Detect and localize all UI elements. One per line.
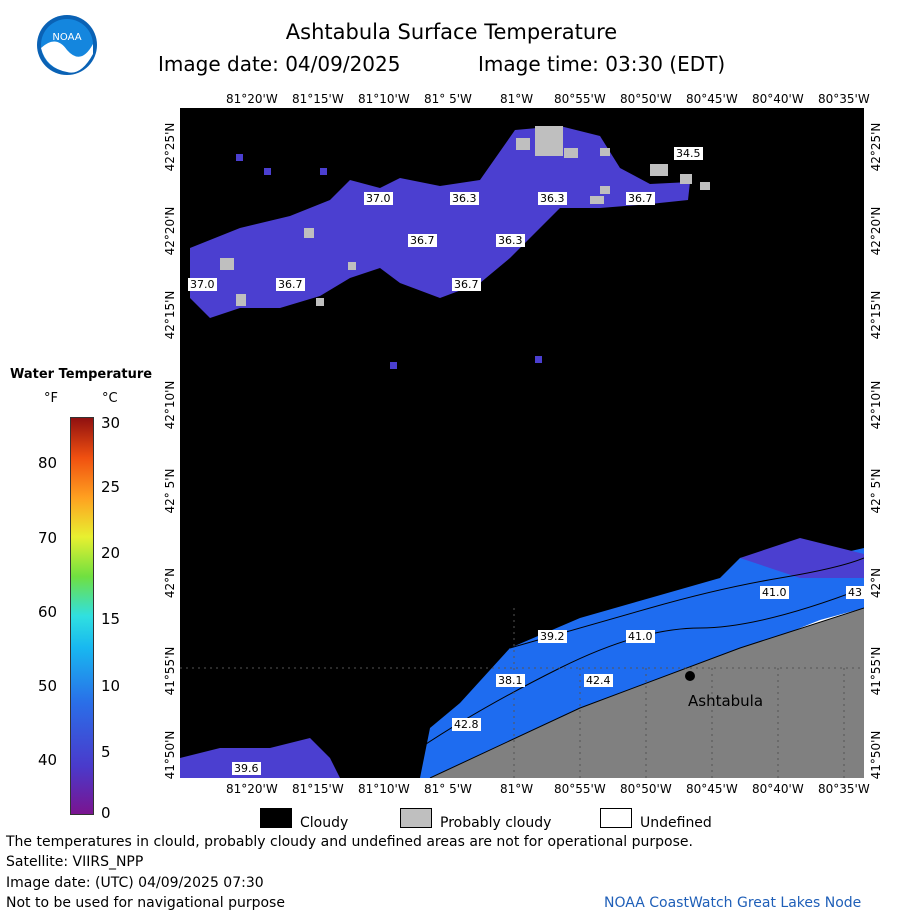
lon-tick-top: 81°10'W <box>358 92 410 106</box>
temp-label: 36.3 <box>496 234 525 247</box>
temp-label: 41.0 <box>760 586 789 599</box>
probably-cloudy-region <box>220 126 710 306</box>
lon-tick-bottom: 80°45'W <box>686 782 738 796</box>
c-tick: 10 <box>101 677 121 695</box>
noaa-logo: NOAA <box>37 15 97 75</box>
legend-title: Water Temperature <box>10 367 153 382</box>
lat-tick-right: 41°50'N <box>869 730 883 780</box>
lon-tick-bottom: 80°35'W <box>818 782 870 796</box>
temp-label: 36.3 <box>450 192 479 205</box>
lat-tick-left: 42°15'N <box>163 290 177 340</box>
lat-tick-left: 41°55'N <box>163 646 177 696</box>
map-graphics <box>180 126 864 778</box>
nav-warning-text: Not to be used for navigational purpose <box>6 895 285 911</box>
temp-label: 37.0 <box>364 192 393 205</box>
temp-label: 36.7 <box>276 278 305 291</box>
lat-tick-right: 41°55'N <box>869 646 883 696</box>
lon-tick-bottom: 81°10'W <box>358 782 410 796</box>
cold-water-region <box>180 738 340 778</box>
temp-label: 38.1 <box>496 674 525 687</box>
c-tick: 25 <box>101 478 121 496</box>
disclaimer-text: The temperatures in clould, probably clo… <box>6 834 693 850</box>
lon-tick-top: 81°15'W <box>292 92 344 106</box>
temp-label: 43 <box>846 586 864 599</box>
lon-tick-bottom: 80°40'W <box>752 782 804 796</box>
c-tick: 30 <box>101 414 121 432</box>
temp-label: 36.7 <box>408 234 437 247</box>
lon-tick-top: 80°40'W <box>752 92 804 106</box>
temperature-map: 34.5 37.0 36.3 36.3 36.7 36.7 36.3 37.0 … <box>180 108 864 778</box>
lat-tick-right: 42°10'N <box>869 380 883 430</box>
lon-tick-bottom: 80°50'W <box>620 782 672 796</box>
temp-label: 42.4 <box>584 674 613 687</box>
lon-tick-top: 81°20'W <box>226 92 278 106</box>
credit-text: NOAA CoastWatch Great Lakes Node <box>604 895 862 911</box>
land-region <box>430 608 864 778</box>
image-time: Image time: 03:30 (EDT) <box>478 52 726 76</box>
lon-tick-top: 80°45'W <box>686 92 738 106</box>
temp-label: 36.7 <box>626 192 655 205</box>
lat-tick-right: 42°N <box>869 567 883 599</box>
f-tick: 80 <box>38 454 58 472</box>
satellite-text: Satellite: VIIRS_NPP <box>6 854 144 870</box>
temp-label: 39.6 <box>232 762 261 775</box>
c-tick: 0 <box>101 804 111 822</box>
utc-date-text: Image date: (UTC) 04/09/2025 07:30 <box>6 875 264 891</box>
f-tick: 70 <box>38 529 58 547</box>
f-tick: 50 <box>38 677 58 695</box>
lon-tick-bottom: 80°55'W <box>554 782 606 796</box>
lon-tick-top: 81°W <box>500 92 534 106</box>
page-title: Ashtabula Surface Temperature <box>285 20 618 44</box>
temp-label: 34.5 <box>674 147 703 160</box>
lon-tick-bottom: 81° 5'W <box>424 782 472 796</box>
lat-tick-left: 42°20'N <box>163 206 177 256</box>
place-label: Ashtabula <box>688 692 764 710</box>
lat-tick-right: 42° 5'N <box>869 468 883 514</box>
lat-tick-right: 42°25'N <box>869 122 883 172</box>
lon-tick-top: 80°55'W <box>554 92 606 106</box>
ashtabula-marker <box>685 671 695 681</box>
f-tick: 40 <box>38 751 58 769</box>
probably-cloudy-swatch <box>400 808 432 828</box>
lon-tick-top: 81° 5'W <box>424 92 472 106</box>
legend-unit-c: °C <box>102 391 118 406</box>
temp-label: 36.7 <box>452 278 481 291</box>
f-tick: 60 <box>38 603 58 621</box>
lat-tick-left: 41°50'N <box>163 730 177 780</box>
lon-tick-bottom: 81°20'W <box>226 782 278 796</box>
cloudy-label: Cloudy <box>300 815 349 831</box>
legend-unit-f: °F <box>44 391 58 406</box>
color-bar <box>70 417 94 815</box>
undefined-label: Undefined <box>640 815 712 831</box>
c-tick: 15 <box>101 610 121 628</box>
temp-label: 39.2 <box>538 630 567 643</box>
lat-tick-right: 42°20'N <box>869 206 883 256</box>
lat-tick-left: 42° 5'N <box>163 468 177 514</box>
cloudy-swatch <box>260 808 292 828</box>
lon-tick-bottom: 81°15'W <box>292 782 344 796</box>
lat-tick-left: 42°25'N <box>163 122 177 172</box>
temp-label: 37.0 <box>188 278 217 291</box>
temp-label: 42.8 <box>452 718 481 731</box>
c-tick: 20 <box>101 544 121 562</box>
lon-tick-top: 80°50'W <box>620 92 672 106</box>
warm-water-region <box>420 548 864 778</box>
lat-tick-left: 42°10'N <box>163 380 177 430</box>
logo-text: NOAA <box>52 32 81 43</box>
temp-label: 36.3 <box>538 192 567 205</box>
c-tick: 5 <box>101 743 111 761</box>
undefined-swatch <box>600 808 632 828</box>
cold-water-region <box>190 126 690 369</box>
lon-tick-top: 80°35'W <box>818 92 870 106</box>
image-date: Image date: 04/09/2025 <box>158 52 401 76</box>
lat-tick-right: 42°15'N <box>869 290 883 340</box>
probably-cloudy-label: Probably cloudy <box>440 815 552 831</box>
temp-label: 41.0 <box>626 630 655 643</box>
lon-tick-bottom: 81°W <box>500 782 534 796</box>
lat-tick-left: 42°N <box>163 567 177 599</box>
